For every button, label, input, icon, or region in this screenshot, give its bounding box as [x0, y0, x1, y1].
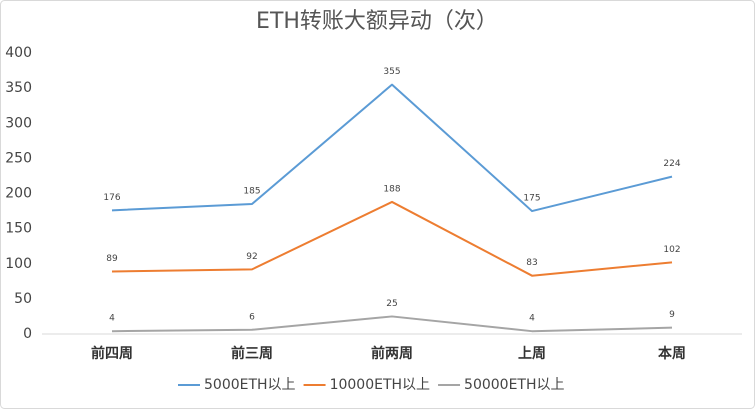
- legend-label: 5000ETH以上: [204, 377, 296, 393]
- data-label: 92: [246, 252, 257, 262]
- y-tick-label: 350: [5, 80, 32, 96]
- data-label: 102: [663, 245, 680, 255]
- x-tick-label: 本周: [658, 345, 686, 362]
- y-tick-label: 300: [5, 115, 32, 131]
- data-label: 176: [103, 193, 120, 203]
- data-label: 89: [106, 254, 118, 264]
- data-label: 4: [109, 314, 115, 324]
- y-tick-label: 200: [5, 186, 32, 202]
- data-label: 355: [383, 67, 400, 77]
- data-label: 224: [663, 159, 680, 169]
- series-line: [111, 315, 673, 333]
- y-tick-label: 250: [5, 150, 32, 166]
- x-tick-label: 前四周: [91, 345, 133, 362]
- data-label: 83: [526, 258, 537, 268]
- series-line: [111, 200, 673, 277]
- x-tick-label: 前两周: [371, 345, 413, 362]
- series-line: [111, 83, 673, 213]
- data-label: 185: [243, 187, 260, 197]
- y-tick-label: 100: [5, 256, 32, 272]
- chart-title: ETH转账大额异动（次）: [256, 9, 498, 34]
- data-label: 175: [523, 194, 540, 204]
- legend-label: 10000ETH以上: [330, 377, 430, 393]
- data-label: 188: [383, 184, 400, 194]
- y-tick-label: 0: [23, 326, 32, 342]
- data-label: 25: [386, 299, 397, 309]
- data-label: 4: [529, 314, 535, 324]
- x-tick-label: 上周: [518, 346, 546, 362]
- y-tick-label: 400: [5, 45, 32, 61]
- legend-label: 50000ETH以上: [464, 377, 564, 393]
- y-tick-label: 150: [5, 221, 32, 237]
- data-label: 6: [249, 312, 255, 322]
- x-tick-label: 前三周: [231, 345, 273, 362]
- y-tick-label: 50: [14, 291, 32, 307]
- data-label: 9: [669, 310, 675, 320]
